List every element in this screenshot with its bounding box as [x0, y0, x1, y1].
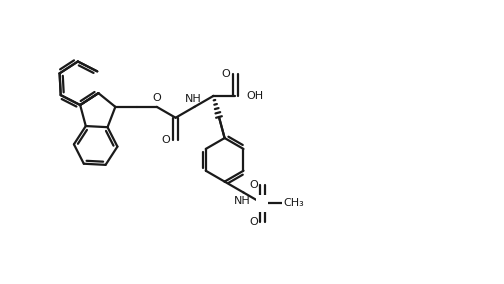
Text: O: O	[161, 135, 170, 145]
Text: O: O	[152, 93, 161, 103]
Text: NH: NH	[234, 196, 250, 206]
Text: O: O	[221, 69, 230, 79]
Text: NH: NH	[184, 94, 202, 105]
Text: OH: OH	[246, 91, 263, 101]
Text: O: O	[249, 217, 258, 227]
Text: S: S	[259, 197, 266, 210]
Text: O: O	[249, 180, 258, 190]
Text: CH₃: CH₃	[283, 199, 304, 208]
Text: S: S	[259, 197, 266, 210]
